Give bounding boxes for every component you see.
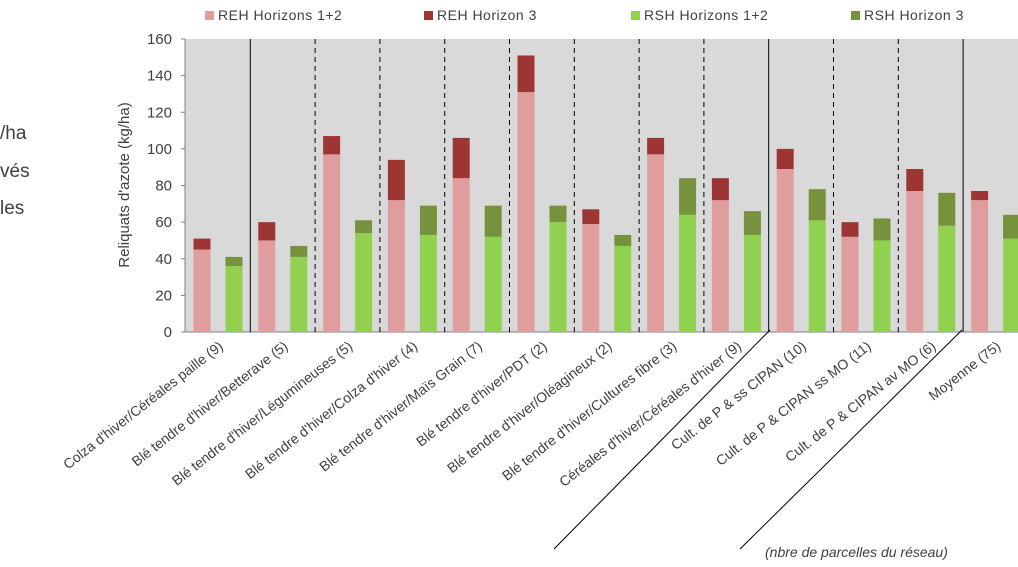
legend-entry: REH Horizon 3 — [437, 7, 537, 23]
x-axis-note: (nbre de parcelles du réseau) — [765, 544, 948, 560]
y-tick-label: 20 — [155, 287, 172, 304]
bar-rsh-base — [225, 266, 243, 332]
y-axis-label: Reliquats d'azote (kg/ha) — [116, 102, 133, 267]
group-separators — [249, 39, 964, 332]
bar-reh-top — [711, 178, 729, 201]
bar-rsh-base — [290, 256, 308, 332]
x-category-label: Moyenne (75) — [926, 338, 1004, 404]
bar-reh-base — [776, 169, 794, 332]
bar-reh-top — [517, 55, 535, 93]
bar-rsh-base — [938, 225, 956, 332]
category-group-divider-2 — [739, 329, 963, 550]
legend: REH Horizons 1+2 REH Horizon 3 RSH Horizon… — [205, 7, 964, 23]
bar-rsh-top — [938, 192, 956, 226]
bar-reh-base — [193, 249, 211, 332]
y-tick-label: 0 — [164, 324, 172, 341]
y-tick-label: 60 — [155, 214, 172, 231]
bar-rsh-top — [419, 205, 437, 235]
legend-entry: RSH Horizon 3 — [864, 7, 964, 23]
bar-reh-top — [387, 159, 405, 201]
bar-reh-top — [971, 190, 989, 201]
bar-reh-top — [776, 148, 794, 170]
bar-rsh-top — [614, 234, 632, 246]
bar-reh-base — [711, 200, 729, 332]
side-text-line-2: vés — [0, 161, 30, 182]
bar-rsh-base — [419, 234, 437, 332]
bar-reh-base — [323, 154, 341, 332]
bar-reh-base — [906, 190, 924, 332]
bar-reh-base — [258, 240, 276, 332]
x-category-label: Blé tendre d'hiver/PDT (2) — [413, 338, 550, 450]
bar-rsh-top — [355, 220, 373, 234]
bar-rsh-base — [679, 214, 697, 332]
bar-rsh-base — [355, 233, 373, 332]
bar-rsh-base — [1003, 238, 1018, 332]
legend-entry: RSH Horizons 1+2 — [644, 7, 768, 23]
y-tick-label: 40 — [155, 251, 172, 268]
bar-rsh-base — [808, 220, 826, 332]
y-tick-label: 120 — [147, 104, 172, 121]
bar-reh-top — [323, 136, 341, 155]
legend-entry: REH Horizons 1+2 — [218, 7, 342, 23]
bar-reh-base — [387, 200, 405, 332]
bar-reh-top — [193, 238, 211, 250]
legend-swatch — [851, 11, 860, 20]
bar-rsh-top — [1003, 214, 1018, 239]
category-group-divider-1 — [553, 329, 771, 550]
legend-swatch — [205, 11, 214, 20]
bar-rsh-base — [484, 236, 502, 332]
bar-reh-top — [647, 137, 665, 155]
bar-reh-base — [452, 178, 470, 332]
bar-reh-base — [647, 154, 665, 332]
bar-reh-base — [841, 236, 859, 332]
legend-swatch — [631, 11, 640, 20]
bar-reh-top — [582, 209, 600, 224]
bar-reh-base — [517, 92, 535, 332]
bar-rsh-base — [743, 234, 761, 332]
bar-reh-base — [971, 200, 989, 332]
bar-rsh-base — [549, 222, 567, 332]
bar-rsh-top — [484, 205, 502, 237]
y-tick-label: 160 — [147, 31, 172, 48]
bar-reh-base — [582, 223, 600, 332]
bar-reh-top — [258, 222, 276, 241]
bar-reh-top — [841, 222, 859, 237]
bar-reh-top — [452, 137, 470, 179]
bar-reh-top — [906, 169, 924, 191]
y-tick-label: 140 — [147, 68, 172, 85]
legend-swatch — [424, 11, 433, 20]
bar-rsh-top — [743, 211, 761, 235]
bars — [193, 55, 1018, 332]
bar-rsh-base — [873, 240, 891, 332]
plot-area — [185, 39, 1018, 332]
bar-rsh-top — [225, 256, 243, 267]
bar-rsh-top — [679, 178, 697, 215]
bar-rsh-top — [873, 218, 891, 241]
side-text: /ha vés les — [0, 123, 30, 219]
y-tick-label: 80 — [155, 178, 172, 195]
bar-rsh-base — [614, 245, 632, 332]
bar-rsh-top — [290, 245, 308, 257]
side-text-line-3: les — [0, 198, 24, 219]
side-text-line-1: /ha — [0, 123, 27, 144]
bar-rsh-top — [808, 189, 826, 221]
y-tick-label: 100 — [147, 141, 172, 158]
x-axis: Colza d'hiver/Céréales paille (9)Blé ten… — [60, 338, 1003, 490]
bar-rsh-top — [549, 205, 567, 223]
